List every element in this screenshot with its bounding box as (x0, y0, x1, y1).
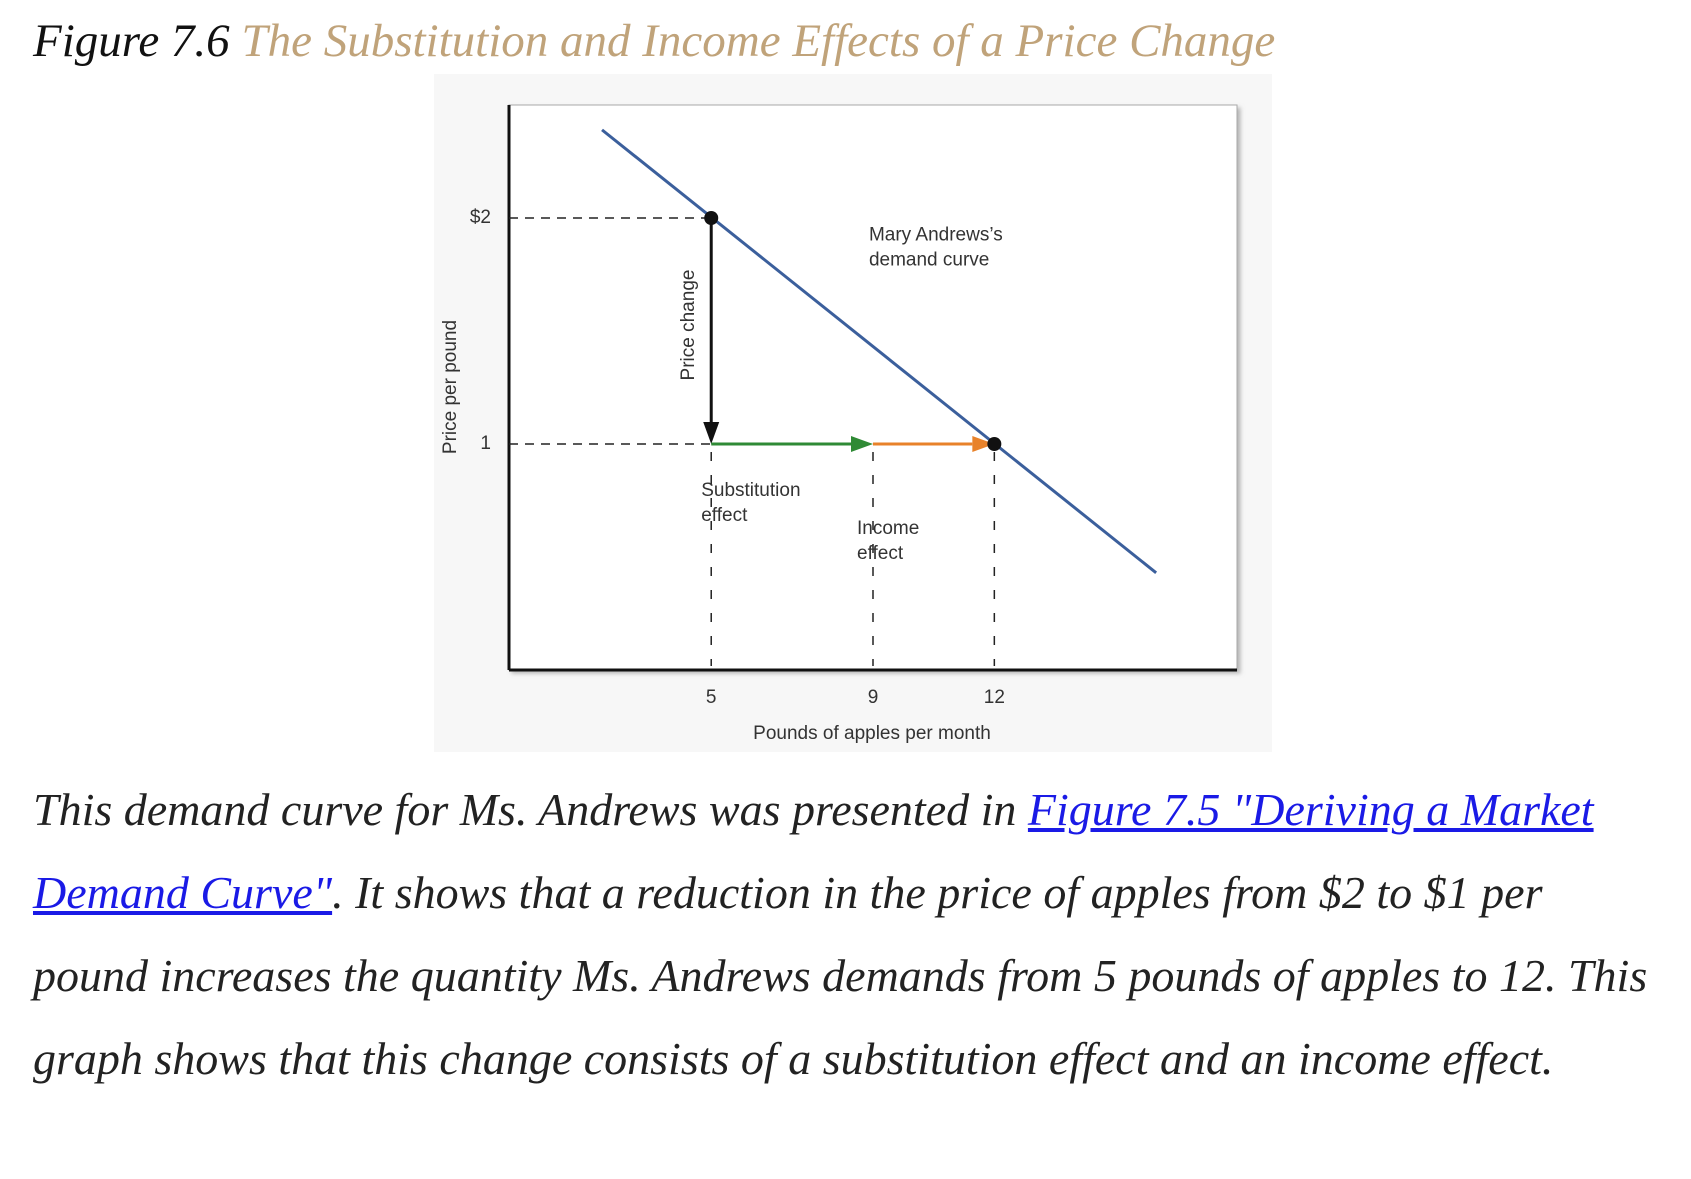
effect-label: Substitution (701, 480, 800, 501)
x-tick-label: 12 (984, 687, 1005, 708)
arrow-head (851, 436, 873, 452)
demand-label: demand curve (869, 250, 989, 271)
caption: This demand curve for Ms. Andrews was pr… (33, 768, 1663, 1100)
plot-area (508, 104, 1238, 671)
figure: Pounds of apples per month Price per pou… (434, 74, 1272, 752)
y-tick-label: $2 (470, 207, 491, 228)
point (704, 211, 719, 225)
x-tick-label: 9 (868, 687, 879, 708)
arrow-head (972, 436, 995, 452)
effect-label: effect (857, 543, 904, 564)
demand-curve (601, 128, 1158, 574)
figure-heading: Figure 7.6 The Substitution and Income E… (33, 14, 1275, 68)
x-axis-title: Pounds of apples per month (753, 723, 991, 744)
effect-label: Price change (678, 270, 699, 381)
effect-label: effect (701, 505, 748, 526)
arrow-head (703, 422, 720, 444)
figure-link[interactable]: Figure 7.5 "Deriving a Market Demand Cur… (33, 784, 1594, 918)
caption-text: . It shows that a reduction in the price… (33, 867, 1648, 1084)
point (987, 437, 1002, 451)
figure-title: The Substitution and Income Effects of a… (241, 15, 1276, 67)
y-axis-title: Price per pound (440, 320, 461, 454)
x-tick-label: 5 (706, 687, 717, 708)
figure-label: Figure 7.6 (33, 15, 230, 67)
caption-text: This demand curve for Ms. Andrews was pr… (33, 784, 1028, 835)
y-tick-label: 1 (480, 433, 491, 454)
demand-label: Mary Andrews’s (869, 225, 1003, 246)
effect-label: Income (857, 518, 919, 539)
